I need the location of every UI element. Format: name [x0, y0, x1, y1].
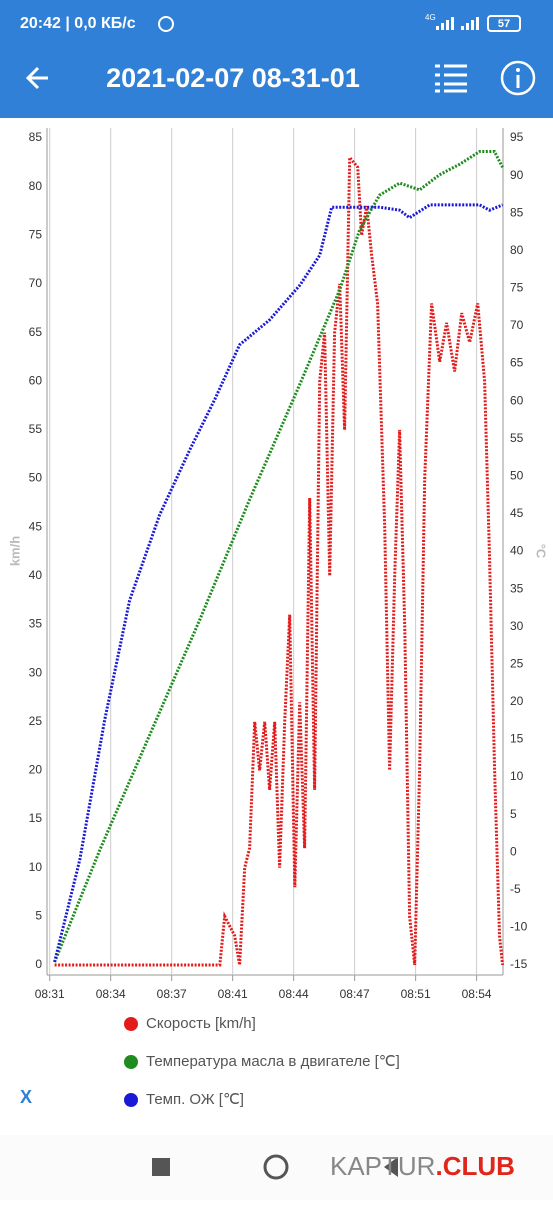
- legend-marker: [124, 1055, 138, 1069]
- y2-tick-label: 90: [510, 168, 524, 182]
- y2-tick-label: 10: [510, 769, 524, 783]
- x-tick-label: 08:37: [157, 987, 187, 1001]
- legend-marker: [124, 1093, 138, 1107]
- y-tick-label: 50: [29, 471, 43, 485]
- nav-home[interactable]: [263, 1154, 289, 1180]
- y-tick-label: 75: [29, 227, 43, 241]
- legend-marker: [124, 1017, 138, 1031]
- back-button[interactable]: [25, 66, 48, 90]
- y-tick-label: 0: [35, 957, 42, 971]
- x-tick-label: 08:47: [340, 987, 370, 1001]
- y-tick-label: 30: [29, 665, 43, 679]
- y2-tick-label: 65: [510, 356, 524, 370]
- y2-axis-title: °C: [534, 544, 549, 559]
- y2-tick-label: 20: [510, 694, 524, 708]
- y-tick-label: 55: [29, 422, 43, 436]
- battery-level: 57: [498, 18, 510, 30]
- y2-tick-label: 0: [510, 844, 517, 858]
- series-line: [54, 153, 505, 967]
- network-type: 4G: [425, 13, 436, 22]
- x-tick-label: 08:44: [279, 987, 309, 1001]
- battery-icon: [487, 15, 521, 32]
- legend-label: Темп. ОЖ [℃]: [146, 1091, 244, 1108]
- status-time: 20:42 | 0,0 КБ/с: [20, 15, 136, 32]
- app-bar: [0, 0, 553, 118]
- y2-tick-label: 45: [510, 506, 524, 520]
- y2-tick-label: 85: [510, 205, 524, 219]
- legend-label: Температура масла в двигателе [℃]: [146, 1053, 400, 1070]
- info-button[interactable]: [500, 60, 536, 96]
- y-tick-label: 25: [29, 714, 43, 728]
- x-tick-label: 08:54: [462, 987, 492, 1001]
- y2-tick-label: 80: [510, 243, 524, 257]
- watermark-main: KAPTUR: [330, 1151, 435, 1181]
- y2-tick-label: -15: [510, 957, 528, 971]
- nav-recent[interactable]: [152, 1158, 170, 1176]
- watermark: KAPTUR.CLUB: [330, 1151, 515, 1181]
- y-tick-label: 80: [29, 179, 43, 193]
- y2-tick-label: -5: [510, 882, 521, 896]
- y-tick-label: 10: [29, 860, 43, 874]
- x-tick-label: 08:34: [96, 987, 126, 1001]
- close-button[interactable]: X: [20, 1087, 32, 1107]
- y2-tick-label: 15: [510, 732, 524, 746]
- y2-tick-label: -10: [510, 920, 528, 934]
- y2-tick-label: 40: [510, 544, 524, 558]
- y2-tick-label: 35: [510, 581, 524, 595]
- y-tick-label: 5: [35, 909, 42, 923]
- y-tick-label: 35: [29, 617, 43, 631]
- chart: 08:31 08:34 08:37 08:41 08:44 08:47 08:51 08:54…: [7, 128, 549, 1108]
- nav-bar: [0, 1135, 553, 1200]
- y2-tick-label: 60: [510, 393, 524, 407]
- y-tick-label: 15: [29, 811, 43, 825]
- y2-tick-label: 55: [510, 431, 524, 445]
- y2-tick-label: 50: [510, 468, 524, 482]
- y-tick-label: 60: [29, 373, 43, 387]
- y-axis-title: km/h: [7, 536, 22, 566]
- y-tick-label: 85: [29, 130, 43, 144]
- legend-label: Скорость [km/h]: [146, 1015, 256, 1032]
- x-tick-label: 08:51: [401, 987, 431, 1001]
- series-line: [53, 203, 504, 963]
- y2-tick-label: 95: [510, 130, 524, 144]
- series-line: [53, 150, 504, 963]
- y2-tick-label: 30: [510, 619, 524, 633]
- signal-icons: [436, 17, 479, 30]
- y-tick-label: 40: [29, 568, 43, 582]
- y2-tick-label: 70: [510, 318, 524, 332]
- x-tick-label: 08:41: [218, 987, 248, 1001]
- x-tick-label: 08:31: [35, 987, 65, 1001]
- y-tick-label: 20: [29, 763, 43, 777]
- y-tick-label: 70: [29, 276, 43, 290]
- y2-tick-label: 75: [510, 281, 524, 295]
- watermark-accent: .CLUB: [435, 1151, 514, 1181]
- y2-tick-label: 25: [510, 656, 524, 670]
- list-button[interactable]: [435, 64, 467, 93]
- y-tick-label: 45: [29, 519, 43, 533]
- nav-back[interactable]: [384, 1157, 398, 1177]
- y-tick-label: 65: [29, 325, 43, 339]
- y2-tick-label: 5: [510, 807, 517, 821]
- alarm-icon: [158, 16, 174, 32]
- screen-title: 2021-02-07 08-31-01: [106, 63, 360, 93]
